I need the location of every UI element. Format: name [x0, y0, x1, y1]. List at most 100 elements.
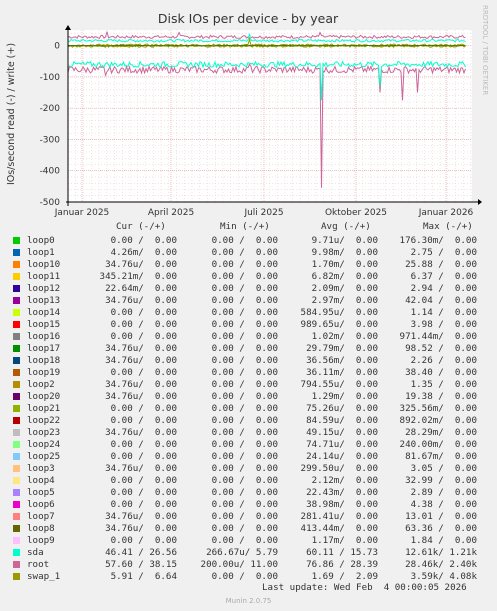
- x-tick-label: Januar 2025: [54, 208, 110, 218]
- legend-row: loop10 34.76u/ 0.00 0.00 / 0.00 1.70m/ 0.00…: [0, 259, 497, 271]
- legend-avg: 2.09m/ 0.00: [311, 283, 378, 294]
- legend-swatch: [13, 393, 20, 400]
- legend-row: loop23 34.76u/ 0.00 0.00 / 0.00 49.15u/ 0.0…: [0, 427, 497, 439]
- legend-avg: 2.97m/ 0.00: [311, 295, 378, 306]
- legend-swatch: [13, 513, 20, 520]
- plot-area: [68, 30, 472, 202]
- legend-avg: 794.55u/ 0.00: [300, 379, 378, 390]
- legend-name: loop19: [27, 367, 61, 378]
- y-axis-label: IOs/second read (-) / write (+): [6, 43, 17, 185]
- legend-max: 2.26 / 0.00: [410, 355, 477, 366]
- legend-avg: 299.50u/ 0.00: [300, 463, 378, 474]
- x-tick-label: Oktober 2025: [325, 208, 387, 218]
- y-tick-label: -100: [40, 73, 61, 83]
- legend-min: 0.00 / 0.00: [211, 523, 278, 534]
- legend-avg: 989.65u/ 0.00: [300, 319, 378, 330]
- legend-row: sda 46.41 / 26.56 266.67u/ 5.79 60.11 / 15.…: [0, 547, 497, 559]
- legend-cur: 34.76u/ 0.00: [105, 259, 177, 270]
- legend-max: 971.44m/ 0.00: [399, 331, 477, 342]
- legend-max: 4.38 / 0.00: [410, 499, 477, 510]
- legend-name: loop0: [27, 235, 55, 246]
- legend-row: swap_1 5.91 / 6.64 0.00 / 0.00 1.69 / 2.09 3…: [0, 571, 497, 583]
- legend-cur: 0.00 / 0.00: [110, 475, 177, 486]
- legend-row: loop6 0.00 / 0.00 0.00 / 0.00 38.98m/ 0.00 4…: [0, 499, 497, 511]
- legend-min: 0.00 / 0.00: [211, 463, 278, 474]
- legend-max: 38.40 / 0.00: [405, 367, 477, 378]
- legend-max: 28.46k/ 2.40k: [405, 559, 477, 570]
- legend-name: loop12: [27, 283, 61, 294]
- legend-max: 25.88 / 0.00: [405, 259, 477, 270]
- legend-row: loop9 0.00 / 0.00 0.00 / 0.00 1.17m/ 0.00 1.…: [0, 535, 497, 547]
- legend-swatch: [13, 489, 20, 496]
- legend-avg: 74.71u/ 0.00: [306, 439, 378, 450]
- legend-name: loop20: [27, 391, 61, 402]
- munin-version: Munin 2.0.75: [225, 597, 272, 605]
- y-tick-label: 0: [54, 42, 60, 52]
- legend-row: loop22 0.00 / 0.00 0.00 / 0.00 84.59u/ 0.00…: [0, 415, 497, 427]
- legend-name: loop21: [27, 403, 61, 414]
- legend-cur: 34.76u/ 0.00: [105, 427, 177, 438]
- legend-row: loop19 0.00 / 0.00 0.00 / 0.00 36.11m/ 0.00…: [0, 367, 497, 379]
- legend-avg: 584.95u/ 0.00: [300, 307, 378, 318]
- legend-max: 1.14 / 0.00: [410, 307, 477, 318]
- legend-swatch: [13, 345, 20, 352]
- legend-avg: 60.11 / 15.73: [306, 547, 378, 558]
- legend-max: 32.99 / 0.00: [405, 475, 477, 486]
- watermark: RRDTOOL / TOBI OETIKER: [481, 5, 489, 95]
- legend-cur: 0.00 / 0.00: [110, 451, 177, 462]
- legend-row: loop17 34.76u/ 0.00 0.00 / 0.00 29.79m/ 0.0…: [0, 343, 497, 355]
- legend-swatch: [13, 537, 20, 544]
- legend-swatch: [13, 441, 20, 448]
- legend-name: loop18: [27, 355, 61, 366]
- legend-max: 98.52 / 0.00: [405, 343, 477, 354]
- legend-cur: 0.00 / 0.00: [110, 307, 177, 318]
- legend-name: loop2: [27, 379, 55, 390]
- x-tick-label: Januar 2026: [418, 208, 474, 218]
- legend-cur: 4.26m/ 0.00: [110, 247, 177, 258]
- y-tick-label: -300: [40, 135, 61, 145]
- legend-swatch: [13, 285, 20, 292]
- legend-min: 0.00 / 0.00: [211, 439, 278, 450]
- legend-name: loop6: [27, 499, 55, 510]
- legend-avg: 281.41u/ 0.00: [300, 511, 378, 522]
- legend-min: 0.00 / 0.00: [211, 319, 278, 330]
- legend-min: 0.00 / 0.00: [211, 247, 278, 258]
- legend-swatch: [13, 237, 20, 244]
- legend-min: 0.00 / 0.00: [211, 331, 278, 342]
- legend-swatch: [13, 417, 20, 424]
- legend-avg: 38.98m/ 0.00: [306, 499, 378, 510]
- legend-name: loop14: [27, 307, 61, 318]
- legend-cur: 22.64m/ 0.00: [105, 283, 177, 294]
- legend-row: loop20 34.76u/ 0.00 0.00 / 0.00 1.29m/ 0.00…: [0, 391, 497, 403]
- legend-row: loop4 0.00 / 0.00 0.00 / 0.00 2.12m/ 0.00 32…: [0, 475, 497, 487]
- legend-max: 6.37 / 0.00: [410, 271, 477, 282]
- legend-avg: 1.02m/ 0.00: [311, 331, 378, 342]
- legend-min: 0.00 / 0.00: [211, 235, 278, 246]
- legend-swatch: [13, 429, 20, 436]
- legend-row: loop24 0.00 / 0.00 0.00 / 0.00 74.71u/ 0.00…: [0, 439, 497, 451]
- legend-name: loop16: [27, 331, 61, 342]
- legend-row: loop21 0.00 / 0.00 0.00 / 0.00 75.26u/ 0.00…: [0, 403, 497, 415]
- legend-min: 0.00 / 0.00: [211, 367, 278, 378]
- legend-swatch: [13, 501, 20, 508]
- legend-cur: 0.00 / 0.00: [110, 403, 177, 414]
- legend-name: loop15: [27, 319, 61, 330]
- legend-cur: 5.91 / 6.64: [110, 571, 177, 582]
- legend-avg: 49.15u/ 0.00: [306, 427, 378, 438]
- legend-avg: 1.70m/ 0.00: [311, 259, 378, 270]
- legend-name: loop25: [27, 451, 61, 462]
- legend-swatch: [13, 321, 20, 328]
- series-sda-write: [67, 33, 466, 43]
- x-tick-label: April 2025: [148, 208, 194, 218]
- legend-max: 892.02m/ 0.00: [399, 415, 477, 426]
- legend-cur: 0.00 / 0.00: [110, 535, 177, 546]
- legend-cur: 34.76u/ 0.00: [105, 463, 177, 474]
- legend-max: 81.67m/ 0.00: [405, 451, 477, 462]
- legend-min: 0.00 / 0.00: [211, 355, 278, 366]
- legend-avg: 9.71u/ 0.00: [311, 235, 378, 246]
- legend-max: 325.56m/ 0.00: [399, 403, 477, 414]
- legend-max: 3.05 / 0.00: [410, 463, 477, 474]
- chart: Disk IOs per device - by year IOs/second…: [6, 5, 489, 218]
- legend-header-avg: Avg (-/+): [321, 221, 371, 232]
- legend-name: loop22: [27, 415, 61, 426]
